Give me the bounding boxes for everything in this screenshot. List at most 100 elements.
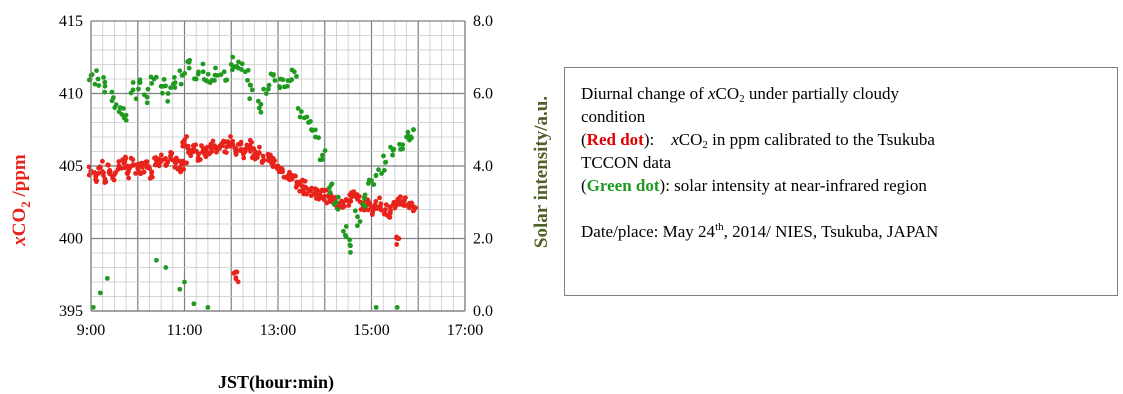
red-dot <box>394 242 400 247</box>
red-dot <box>329 194 335 200</box>
red-dot <box>261 157 267 163</box>
dual-axis-chart: 9:00 11:00 13:00 15:00 17:00 395 400 405 410 415 0… <box>9 13 552 393</box>
y-left-tick-label: 400 <box>59 231 83 248</box>
red-dot <box>257 144 262 150</box>
red-dot <box>181 166 187 172</box>
red-dot <box>402 203 408 208</box>
green-dot <box>142 92 147 98</box>
x-tick-label: 13:00 <box>260 322 296 339</box>
red-dot <box>369 212 375 217</box>
green-dot <box>236 59 241 65</box>
y-right-tick-label: 0.0 <box>473 303 493 320</box>
red-dot <box>106 162 111 168</box>
green-dot <box>255 98 261 104</box>
green-dot <box>247 82 253 88</box>
green-dot <box>97 290 103 296</box>
green-dot <box>249 87 255 93</box>
note-line-4: TCCON data <box>581 153 672 172</box>
red-dot <box>279 166 285 172</box>
green-dot <box>263 91 269 96</box>
red-dot <box>235 279 241 285</box>
y-left-tick-label: 405 <box>59 158 83 175</box>
green-dots-series <box>86 54 416 310</box>
green-dot <box>331 201 337 207</box>
red-dot <box>231 270 237 276</box>
red-dot <box>232 145 238 151</box>
green-dot <box>390 152 395 158</box>
green-dot <box>221 69 227 75</box>
green-dot <box>163 265 169 270</box>
green-dot <box>148 74 154 80</box>
green-dot <box>230 54 236 60</box>
red-dot <box>107 169 113 175</box>
green-dot <box>341 228 346 234</box>
annotation-box: Diurnal change of xCO2 under partially c… <box>564 67 1118 296</box>
green-dot <box>128 90 134 96</box>
green-dot <box>200 69 206 75</box>
red-dot <box>226 142 232 148</box>
red-dot <box>383 202 389 208</box>
red-dot <box>238 147 244 152</box>
red-dot-label: Red dot <box>586 130 644 149</box>
green-dot <box>224 77 230 83</box>
green-dot <box>191 301 197 307</box>
green-dot <box>261 86 267 92</box>
green-dot <box>343 224 349 229</box>
green-dot <box>161 76 167 82</box>
green-dot <box>102 89 108 95</box>
green-dot <box>391 146 397 152</box>
green-dot <box>192 76 197 82</box>
green-dot <box>205 71 211 77</box>
red-dot <box>356 194 361 200</box>
y-right-tick-label: 8.0 <box>473 13 493 30</box>
green-dot <box>298 109 304 115</box>
red-dot <box>387 211 393 216</box>
red-dot <box>339 204 344 210</box>
green-dot <box>130 80 136 85</box>
red-dot <box>260 153 266 159</box>
green-dot <box>212 78 217 83</box>
green-dot <box>295 105 301 111</box>
red-dot <box>214 149 219 155</box>
green-dot <box>113 102 119 108</box>
red-dot <box>204 144 210 150</box>
green-dot <box>316 135 321 141</box>
green-dot <box>347 237 352 243</box>
x-tick-label: 9:00 <box>77 322 105 339</box>
green-dot <box>354 223 360 229</box>
red-dot <box>190 143 196 148</box>
green-dot <box>289 77 295 83</box>
x-tick-label: 17:00 <box>447 322 483 339</box>
green-dot <box>145 86 151 92</box>
gridlines <box>90 20 466 312</box>
red-dot <box>340 199 346 205</box>
red-dot <box>213 144 218 150</box>
green-dot <box>309 128 315 133</box>
green-dot <box>154 257 159 263</box>
red-dot <box>241 155 247 161</box>
green-dot <box>178 81 184 87</box>
green-dot <box>239 67 244 72</box>
red-dot <box>112 170 118 176</box>
green-dot <box>177 68 183 74</box>
red-dot <box>228 134 233 139</box>
green-dot <box>204 78 210 84</box>
red-dot <box>102 178 108 184</box>
y-right-tick-label: 6.0 <box>473 86 493 103</box>
green-dot <box>360 202 366 207</box>
green-dot <box>297 114 303 120</box>
green-dot <box>247 96 253 102</box>
red-dot <box>93 173 99 179</box>
red-dot <box>184 134 190 139</box>
red-dot <box>115 167 121 172</box>
red-dot <box>293 173 298 179</box>
red-dot <box>140 165 145 170</box>
y-left-tick-label: 415 <box>59 13 83 30</box>
green-dot <box>205 304 211 310</box>
green-dot <box>352 208 358 214</box>
red-dot <box>149 170 155 176</box>
red-dot <box>147 166 152 171</box>
red-dot <box>124 170 130 176</box>
green-dot <box>101 74 106 80</box>
x-axis-label: JST(hour:min) <box>218 372 334 393</box>
